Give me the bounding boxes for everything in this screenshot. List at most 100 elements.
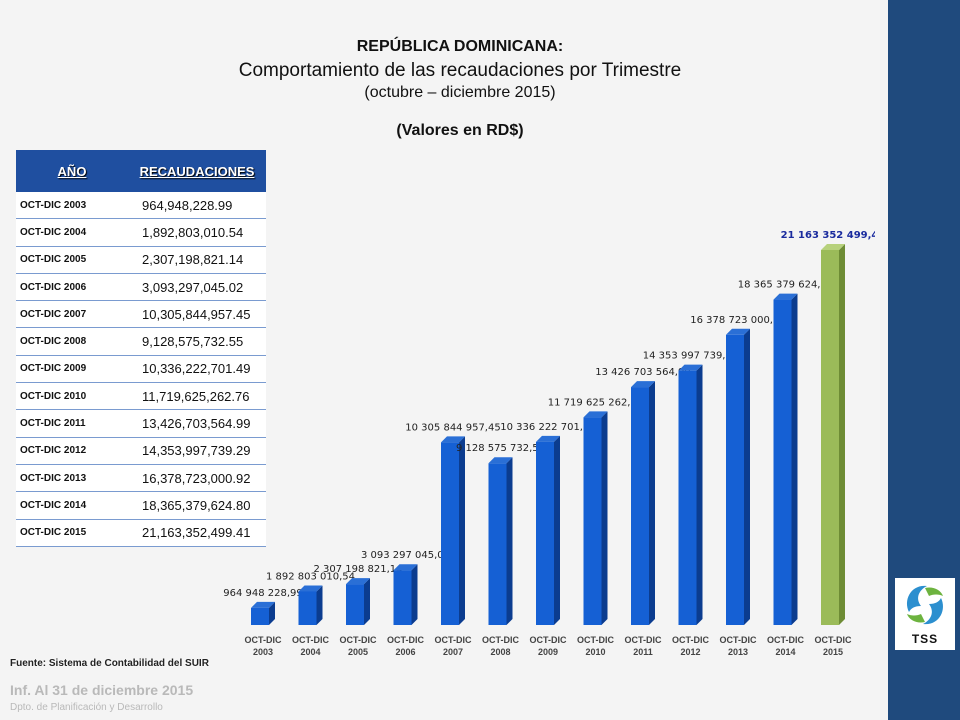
bar <box>298 591 317 625</box>
table-cell-year: OCT-DIC 2015 <box>16 519 128 547</box>
bar-top <box>726 328 750 335</box>
bar-side <box>411 564 418 625</box>
x-tick-label: OCT-DIC <box>767 635 804 645</box>
table-cell-value: 16,378,723,000.92 <box>128 464 266 493</box>
bar <box>678 370 697 625</box>
bar <box>488 463 507 625</box>
x-tick-label: OCT-DIC <box>577 635 614 645</box>
data-label: 18 365 379 624,80 <box>738 280 833 291</box>
table-cell-value: 14,353,997,739.29 <box>128 437 266 465</box>
bar-side <box>601 411 608 625</box>
bar <box>536 441 554 625</box>
table-row: OCT-DIC 2006 3,093,297,045.02 <box>16 273 266 302</box>
data-label: 16 378 723 000,92 <box>690 315 785 326</box>
table-cell-year: OCT-DIC 2007 <box>16 300 128 329</box>
bar-top <box>441 436 465 443</box>
table-row: OCT-DIC 2003 964,948,228.99 <box>16 192 266 220</box>
bar-side <box>269 601 275 625</box>
bar-side <box>459 436 465 625</box>
bar <box>441 442 459 625</box>
data-label: 21 163 352 499,41 <box>781 230 875 241</box>
table-cell-value: 13,426,703,564.99 <box>128 409 266 438</box>
bar <box>583 417 602 625</box>
table-cell-value: 1,892,803,010.54 <box>128 218 266 247</box>
data-label: 14 353 997 739,29 <box>643 351 738 362</box>
x-tick-label: 2007 <box>443 647 463 657</box>
bar-top <box>536 435 560 442</box>
x-tick-label: 2011 <box>633 647 653 657</box>
table-row: OCT-DIC 2011 13,426,703,564.99 <box>16 409 266 438</box>
table-cell-year: OCT-DIC 2012 <box>16 437 128 465</box>
recaudaciones-table: AÑO RECAUDACIONES OCT-DIC 2003 964,948,22… <box>16 150 266 547</box>
x-tick-label: OCT-DIC <box>245 635 282 645</box>
table-row: OCT-DIC 2008 9,128,575,732.55 <box>16 327 266 356</box>
x-tick-label: 2010 <box>585 647 605 657</box>
x-tick-label: OCT-DIC <box>435 635 472 645</box>
x-tick-label: OCT-DIC <box>625 635 662 645</box>
table-cell-value: 2,307,198,821.14 <box>128 246 266 274</box>
data-label: 11 719 625 262,76 <box>548 397 643 408</box>
bar <box>726 334 744 625</box>
table-cell-year: OCT-DIC 2006 <box>16 273 128 302</box>
bar-side <box>839 244 845 625</box>
chart-title: Comportamiento de las recaudaciones por … <box>238 60 682 81</box>
table-header-value: RECAUDACIONES <box>128 150 266 192</box>
bar-top <box>251 601 275 608</box>
tss-logo: TSS <box>895 578 955 650</box>
data-label: 3 093 297 045,02 <box>361 550 450 561</box>
table-header-row: AÑO RECAUDACIONES <box>16 150 266 192</box>
report-date: Inf. Al 31 de diciembre 2015 <box>10 682 194 698</box>
x-tick-label: 2009 <box>538 647 558 657</box>
tss-logo-icon <box>907 585 943 625</box>
table-cell-year: OCT-DIC 2004 <box>16 218 128 247</box>
x-tick-label: 2006 <box>395 647 415 657</box>
bar-side <box>744 328 750 625</box>
data-label: 9 128 575 732,55 <box>456 443 545 454</box>
table-row: OCT-DIC 2007 10,305,844,957.45 <box>16 300 266 329</box>
table-row: OCT-DIC 2013 16,378,723,000.92 <box>16 464 266 493</box>
bar-chart: 964 948 228,99 OCT-DIC 2003 1 892 803 010,5… <box>223 230 875 657</box>
table-row: OCT-DIC 2014 18,365,379,624.80 <box>16 491 266 520</box>
bar <box>821 250 839 625</box>
table-row: OCT-DIC 2005 2,307,198,821.14 <box>16 246 266 274</box>
bar-top <box>298 585 323 592</box>
table-cell-value: 10,305,844,957.45 <box>128 300 266 329</box>
bar-side <box>506 457 513 625</box>
data-label: 1 892 803 010,54 <box>266 571 355 582</box>
bar-side <box>649 381 655 625</box>
x-tick-label: 2005 <box>348 647 368 657</box>
table-cell-value: 3,093,297,045.02 <box>128 273 266 302</box>
table-cell-year: OCT-DIC 2011 <box>16 409 128 438</box>
data-label: 10 305 844 957,45 <box>405 422 500 433</box>
chart-subtitle: (octubre – diciembre 2015) <box>364 84 556 101</box>
department-label: Dpto. de Planificación y Desarrollo <box>10 702 163 713</box>
table-cell-value: 21,163,352,499.41 <box>128 519 266 547</box>
header-country: REPÚBLICA DOMINICANA: <box>356 38 564 55</box>
tss-logo-text: TSS <box>911 632 939 646</box>
x-tick-label: 2015 <box>823 647 843 657</box>
x-tick-label: OCT-DIC <box>292 635 329 645</box>
table-header-year: AÑO <box>16 150 128 192</box>
table-cell-value: 11,719,625,262.76 <box>128 382 266 411</box>
bar-top <box>631 381 655 388</box>
table-row: OCT-DIC 2004 1,892,803,010.54 <box>16 218 266 247</box>
x-tick-label: OCT-DIC <box>340 635 377 645</box>
bar <box>631 387 649 625</box>
x-tick-label: 2004 <box>300 647 320 657</box>
x-tick-label: OCT-DIC <box>815 635 852 645</box>
data-label: 13 426 703 564,99 <box>595 367 690 378</box>
x-tick-label: OCT-DIC <box>530 635 567 645</box>
bar-top <box>488 457 513 464</box>
bar <box>251 607 269 625</box>
bar-top <box>583 411 608 418</box>
units-label: (Valores en RD$) <box>396 122 524 139</box>
data-label: 2 307 198 821,14 <box>313 564 402 575</box>
source-note: Fuente: Sistema de Contabilidad del SUIR <box>10 658 209 669</box>
bar <box>346 584 364 625</box>
bar-top <box>678 364 703 371</box>
bar-top <box>773 293 798 300</box>
table-cell-value: 18,365,379,624.80 <box>128 491 266 520</box>
x-tick-label: 2014 <box>775 647 795 657</box>
table-cell-year: OCT-DIC 2008 <box>16 327 128 356</box>
table-cell-year: OCT-DIC 2014 <box>16 491 128 520</box>
